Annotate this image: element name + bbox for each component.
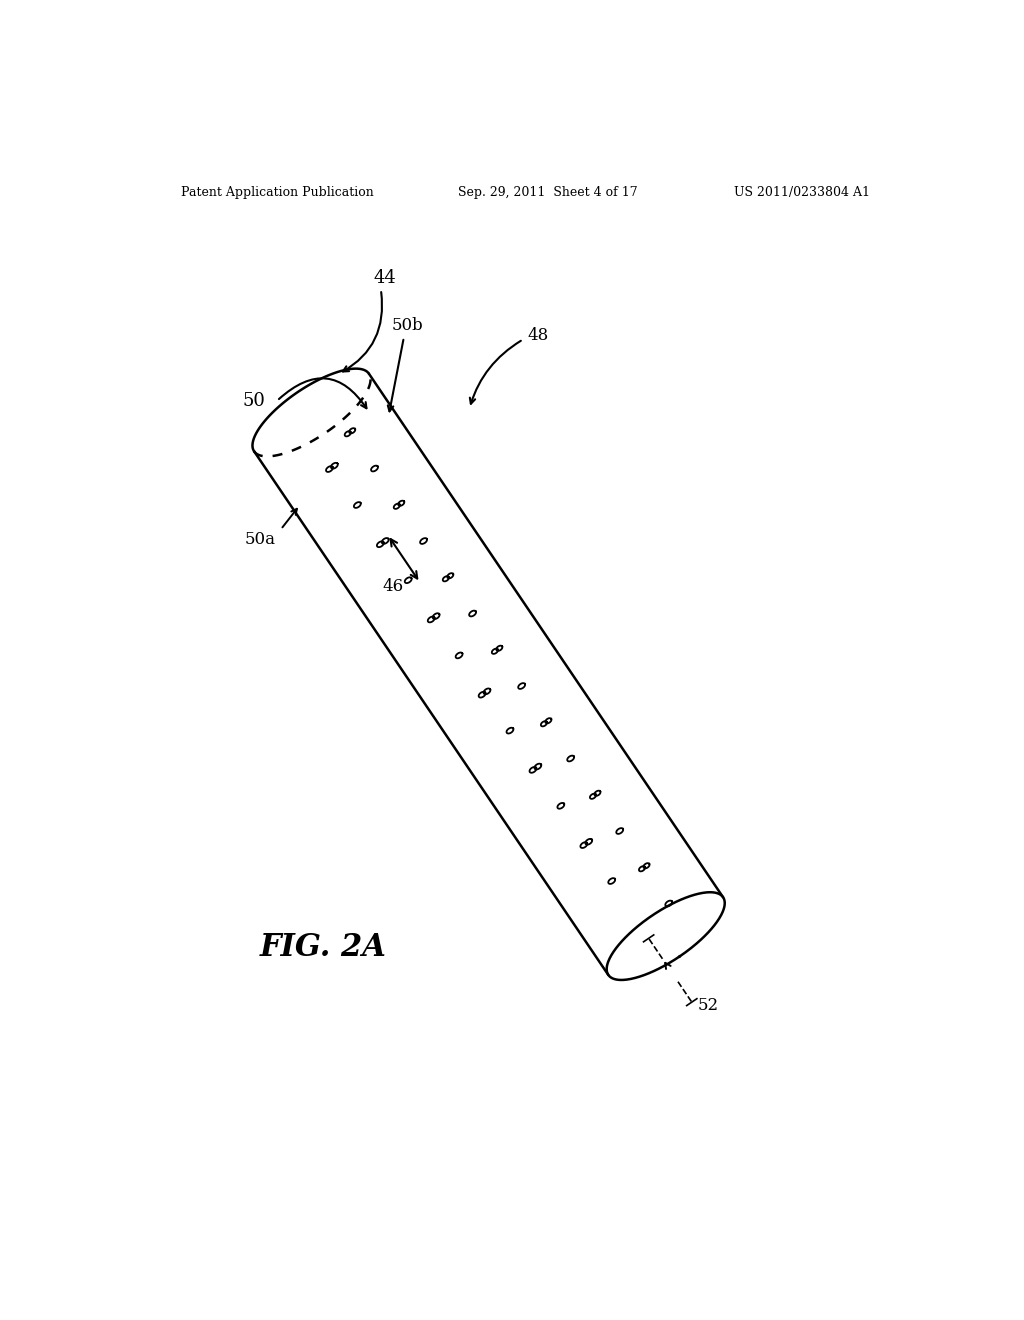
Text: 50: 50 — [243, 392, 265, 411]
Text: 48: 48 — [527, 327, 549, 345]
Text: FIG. 2A: FIG. 2A — [260, 932, 387, 964]
Text: 50b: 50b — [392, 317, 424, 334]
Text: Patent Application Publication: Patent Application Publication — [180, 186, 374, 199]
Text: US 2011/0233804 A1: US 2011/0233804 A1 — [734, 186, 869, 199]
Text: 46: 46 — [383, 578, 403, 595]
Text: 44: 44 — [374, 269, 396, 286]
Text: 50a: 50a — [245, 531, 275, 548]
Polygon shape — [254, 374, 723, 975]
Text: 52: 52 — [697, 997, 719, 1014]
Polygon shape — [606, 892, 725, 979]
Text: Sep. 29, 2011  Sheet 4 of 17: Sep. 29, 2011 Sheet 4 of 17 — [458, 186, 637, 199]
